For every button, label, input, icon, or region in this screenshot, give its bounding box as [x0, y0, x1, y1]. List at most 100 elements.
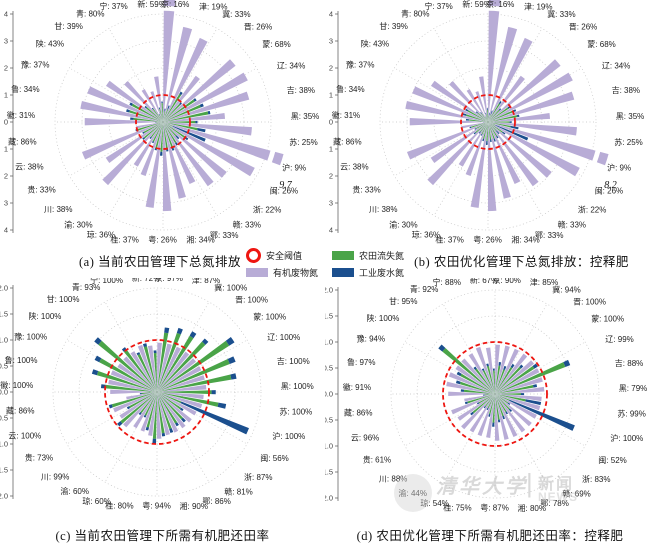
province-label-藏: 藏: 86%	[8, 136, 36, 146]
bar-farm-豫	[467, 110, 488, 122]
bar-organic-辽	[157, 366, 202, 392]
bar-farm-辽	[495, 362, 566, 394]
bar-farm-渝	[484, 394, 495, 407]
province-label-苏: 苏: 25%	[614, 137, 642, 147]
bar-industrial-青	[136, 352, 141, 356]
bar-organic-鲁	[80, 101, 163, 122]
bar-organic-闽	[495, 394, 537, 419]
bar-industrial-云	[464, 401, 468, 405]
bar-farm-津	[163, 109, 169, 122]
bar-organic-浙	[488, 122, 552, 178]
province-label-新: 新: 72%	[132, 278, 160, 283]
grid-circle	[108, 67, 218, 177]
province-label-津: 津: 19%	[199, 1, 227, 11]
bar-industrial-陕	[475, 111, 479, 114]
axis-tick-label: 1	[4, 145, 8, 154]
province-label-青: 青: 80%	[76, 9, 104, 19]
bar-industrial-晋	[202, 338, 209, 345]
bar-industrial-渝	[149, 136, 152, 140]
bar-organic-苏	[163, 122, 252, 136]
axis-tick-label: 2	[4, 172, 8, 181]
bar-farm-琼	[481, 122, 488, 135]
bar-industrial-青	[158, 113, 160, 115]
bar-farm-冀	[157, 335, 194, 392]
legend: 安全阈值 农田流失氮 有机废物氮 工业废水氮	[246, 247, 432, 281]
polar-chart-d: 2.0 1.5 1.0 0.5 0.0 0.5 1.0 1.5 2.0 京: 90% 津: 85%冀…	[325, 278, 650, 522]
bar-organic-苏	[488, 122, 577, 136]
bar-organic-冀	[157, 346, 181, 392]
province-label-桂: 桂: 37%	[110, 235, 138, 245]
bar-organic-贵	[430, 122, 488, 163]
province-label-吉: 吉: 38%	[287, 86, 315, 95]
bar-organic-京	[157, 342, 162, 392]
province-label-晋: 晋: 26%	[244, 23, 272, 32]
province-label-粤: 粤: 26%	[473, 235, 501, 245]
bar-industrial-青	[485, 116, 486, 118]
province-label-藏: 藏: 86%	[333, 136, 361, 146]
farm-loss-swatch-icon	[332, 251, 354, 260]
province-label-冀: 冀: 100%	[214, 282, 247, 292]
bar-organic-蒙	[157, 358, 197, 392]
axis-tick-label: 2	[4, 64, 8, 73]
grid-circle	[379, 13, 597, 231]
grid-circle	[54, 13, 272, 231]
bar-industrial-宁	[158, 107, 161, 110]
bar-organic-浙	[495, 394, 532, 427]
bar-farm-云	[471, 122, 488, 128]
bar-organic-渝	[469, 394, 495, 433]
axis-tick-label: 0	[4, 118, 8, 127]
province-label-浙: 浙: 22%	[578, 205, 606, 215]
bar-industrial-鲁	[455, 380, 461, 385]
chart-d-title: (d) 农田优化管理下所需有机肥还田率：控释肥	[356, 529, 624, 543]
bar-industrial-桂	[482, 138, 485, 142]
bar-industrial-桂	[488, 413, 491, 417]
bar-farm-黑	[163, 120, 196, 124]
bar-organic-晋	[488, 75, 525, 122]
bar-industrial-鲁	[91, 369, 99, 376]
bar-organic-浙	[163, 122, 227, 178]
bar-industrial-陕	[94, 337, 102, 345]
axis-tick-label: 1.0	[325, 338, 333, 347]
province-label-沪: 沪: 100%	[272, 431, 305, 441]
province-label-琼: 琼: 60%	[82, 496, 110, 506]
axis-tick-label: 1.5	[325, 468, 333, 477]
axis-tick-label: 1	[329, 145, 333, 154]
bar-industrial-贵	[476, 402, 480, 405]
bar-farm-鲁	[96, 371, 157, 392]
bar-industrial-赣	[175, 142, 178, 146]
bar-farm-云	[111, 392, 157, 408]
bar-farm-青	[485, 117, 488, 122]
province-label-晋: 晋: 26%	[569, 23, 597, 32]
bar-farm-渝	[140, 392, 157, 414]
province-label-贵: 贵: 33%	[352, 185, 380, 195]
bar-organic-湘	[157, 392, 170, 436]
bar-organic-宁	[150, 91, 163, 122]
bar-industrial-蒙	[532, 363, 538, 369]
province-label-粤: 粤: 26%	[148, 235, 176, 245]
grid-spoke	[394, 121, 489, 177]
bar-organic-京	[488, 10, 500, 122]
bar-organic-津	[163, 26, 193, 122]
province-label-青: 青: 80%	[401, 9, 429, 19]
axis-tick-label: 0.5	[325, 364, 333, 373]
bar-farm-川	[120, 392, 157, 424]
bar-farm-陕	[146, 107, 163, 122]
province-label-鄂: 鄂: 33%	[535, 231, 563, 240]
province-label-鄂: 鄂: 78%	[540, 499, 568, 508]
bar-industrial-云	[108, 404, 113, 409]
bar-farm-藏	[141, 392, 157, 395]
bar-farm-浙	[495, 394, 510, 410]
bar-organic-沪	[157, 392, 203, 409]
bar-organic-黑	[495, 386, 545, 394]
province-label-赣: 赣: 33%	[233, 220, 261, 230]
province-label-藏: 藏: 86%	[6, 406, 34, 416]
bar-industrial-渝	[478, 131, 481, 134]
bar-farm-津	[157, 332, 181, 392]
bar-farm-渝	[480, 122, 488, 132]
province-label-吉: 吉: 88%	[615, 359, 643, 368]
bar-organic-新	[154, 76, 163, 122]
threshold-circle	[104, 339, 210, 445]
bar-farm-冀	[163, 93, 182, 122]
axis-tick-label: 3	[329, 37, 333, 46]
bar-farm-赣	[163, 122, 177, 144]
